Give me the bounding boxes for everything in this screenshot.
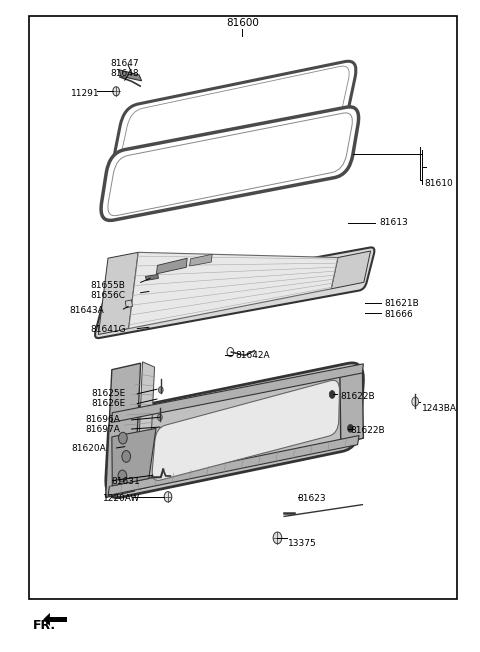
Circle shape [118, 470, 127, 482]
PathPatch shape [101, 107, 359, 220]
Text: 81610: 81610 [425, 179, 454, 188]
Text: 81696A: 81696A [85, 415, 120, 424]
Circle shape [157, 414, 162, 421]
Polygon shape [106, 363, 141, 497]
Text: 81648: 81648 [110, 68, 139, 78]
Text: 81631: 81631 [112, 477, 141, 486]
Text: 81600: 81600 [226, 18, 259, 28]
Polygon shape [43, 613, 50, 626]
Text: 81642A: 81642A [235, 351, 270, 361]
Polygon shape [129, 252, 338, 329]
PathPatch shape [106, 363, 363, 497]
PathPatch shape [113, 61, 356, 172]
Text: 81643A: 81643A [70, 306, 104, 315]
Text: FR.: FR. [33, 619, 56, 632]
Text: 81625E: 81625E [91, 389, 125, 398]
Polygon shape [108, 436, 359, 496]
Text: 81622B: 81622B [350, 426, 385, 435]
Polygon shape [340, 365, 363, 444]
PathPatch shape [95, 247, 374, 338]
Circle shape [113, 87, 120, 96]
Polygon shape [98, 252, 138, 334]
Polygon shape [331, 251, 371, 289]
Circle shape [122, 451, 131, 462]
Text: 11291: 11291 [71, 89, 100, 98]
Circle shape [348, 424, 353, 432]
Text: 81620A: 81620A [71, 444, 106, 453]
Text: 81622B: 81622B [341, 392, 375, 401]
Polygon shape [111, 364, 363, 422]
Polygon shape [49, 617, 67, 622]
Text: 81656C: 81656C [90, 291, 125, 300]
Text: 81647: 81647 [110, 59, 139, 68]
Polygon shape [190, 254, 212, 266]
Text: 81621B: 81621B [384, 299, 419, 308]
Text: 81626E: 81626E [91, 399, 125, 408]
Polygon shape [137, 362, 155, 490]
Text: 81655B: 81655B [90, 281, 125, 290]
Polygon shape [156, 258, 187, 274]
Text: 81666: 81666 [384, 310, 413, 319]
Text: 81613: 81613 [379, 218, 408, 228]
Bar [29, 16, 457, 599]
Circle shape [273, 532, 282, 544]
Circle shape [119, 432, 127, 444]
Circle shape [329, 391, 335, 398]
Text: 81697A: 81697A [85, 425, 120, 434]
Text: 13375: 13375 [288, 539, 317, 548]
Circle shape [164, 492, 172, 502]
PathPatch shape [152, 380, 339, 481]
Polygon shape [145, 274, 158, 280]
Text: 81641G: 81641G [90, 325, 126, 334]
Polygon shape [119, 70, 142, 81]
Circle shape [412, 397, 419, 406]
Polygon shape [125, 300, 132, 308]
Text: 1220AW: 1220AW [103, 494, 141, 503]
Text: 81623: 81623 [298, 494, 326, 503]
Text: 1243BA: 1243BA [422, 404, 457, 413]
Polygon shape [112, 428, 156, 486]
Circle shape [158, 387, 163, 393]
